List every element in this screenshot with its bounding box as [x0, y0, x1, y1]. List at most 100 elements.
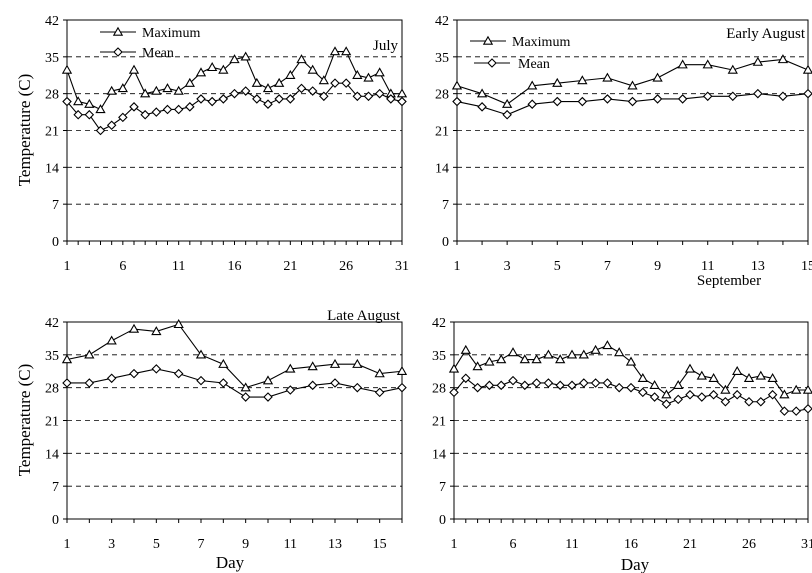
panel-title: September — [697, 273, 761, 289]
data-point-maximum — [162, 83, 173, 93]
y-tick-label: 7 — [439, 480, 446, 495]
data-point-maximum — [251, 77, 262, 87]
y-tick-label: 35 — [435, 51, 449, 66]
data-point-mean — [673, 394, 683, 405]
data-point-maximum — [802, 64, 812, 74]
data-point-maximum — [396, 365, 408, 375]
data-point-maximum — [661, 389, 672, 399]
data-point-mean — [531, 378, 542, 388]
y-tick-label: 28 — [45, 88, 59, 103]
data-point-maximum — [173, 85, 184, 95]
data-point-mean — [218, 94, 229, 104]
data-point-mean — [151, 107, 162, 117]
data-point-mean — [240, 392, 251, 402]
x-tick-label: 6 — [510, 537, 517, 552]
x-tick-label: 16 — [624, 537, 638, 552]
data-point-maximum — [460, 344, 471, 354]
x-tick-label: 11 — [565, 537, 578, 552]
data-point-mean — [397, 96, 407, 107]
data-point-mean — [543, 378, 554, 388]
x-tick-label: 21 — [283, 259, 297, 274]
y-tick-label: 7 — [52, 480, 59, 495]
data-point-mean — [779, 406, 790, 416]
data-point-mean — [685, 389, 695, 400]
data-point-maximum — [501, 98, 513, 108]
x-tick-label: 11 — [284, 537, 297, 552]
data-point-maximum — [590, 344, 601, 354]
x-tick-label: 26 — [742, 537, 756, 552]
data-point-maximum — [285, 363, 296, 373]
data-point-maximum — [128, 64, 140, 74]
y-tick-label: 14 — [45, 447, 59, 462]
legend-label-maximum: Maximum — [512, 35, 570, 50]
y-tick-label: 21 — [435, 125, 449, 140]
x-tick-label: 15 — [373, 537, 387, 552]
data-point-mean — [449, 387, 459, 398]
x-tick-label: 1 — [64, 259, 71, 274]
legend: Maximum Mean — [100, 26, 200, 61]
data-point-maximum — [61, 354, 73, 364]
data-point-mean — [756, 396, 766, 407]
data-point-maximum — [625, 356, 637, 366]
data-point-mean — [229, 88, 240, 99]
data-point-mean — [62, 96, 72, 107]
data-point-maximum — [352, 358, 363, 368]
x-tick-label: 9 — [654, 259, 661, 274]
data-point-maximum — [752, 56, 764, 66]
y-tick-label: 42 — [435, 14, 449, 29]
data-point-mean — [84, 378, 95, 388]
data-point-maximum — [484, 356, 495, 366]
data-point-maximum — [61, 64, 73, 74]
data-point-maximum — [173, 319, 184, 329]
x-tick-label: 3 — [504, 259, 511, 274]
data-point-maximum — [106, 85, 117, 95]
data-point-mean — [728, 91, 738, 102]
data-point-mean — [614, 382, 624, 393]
data-point-maximum — [451, 80, 463, 90]
x-tick-label: 13 — [328, 537, 342, 552]
x-tick-label: 31 — [395, 259, 409, 274]
data-point-mean — [151, 364, 162, 374]
data-point-maximum — [496, 354, 507, 364]
panel-title: July — [373, 38, 399, 54]
data-point-mean — [95, 125, 106, 136]
data-point-maximum — [95, 104, 106, 114]
data-point-mean — [263, 392, 273, 402]
data-point-mean — [330, 78, 340, 88]
data-point-mean — [697, 392, 707, 402]
data-point-maximum — [627, 80, 638, 90]
data-point-mean — [374, 88, 385, 99]
data-point-mean — [374, 387, 385, 398]
data-point-mean — [352, 91, 363, 102]
data-point-mean — [555, 380, 565, 391]
data-point-maximum — [755, 370, 766, 380]
data-point-maximum — [229, 54, 240, 64]
y-tick-label: 21 — [45, 125, 59, 140]
y-tick-label: 7 — [52, 198, 59, 213]
data-point-mean — [285, 385, 296, 395]
data-point-mean — [84, 109, 95, 120]
y-tick-label: 0 — [442, 235, 449, 250]
y-tick-label: 42 — [432, 316, 446, 331]
data-point-mean — [341, 78, 351, 88]
data-point-mean — [307, 380, 318, 391]
data-point-maximum — [566, 349, 578, 359]
data-point-maximum — [184, 77, 195, 87]
data-point-mean — [397, 382, 407, 393]
data-point-maximum — [552, 77, 563, 87]
y-tick-label: 35 — [45, 349, 59, 364]
y-tick-label: 0 — [52, 235, 59, 250]
data-point-maximum — [218, 64, 229, 74]
series-line-maximum — [66, 323, 403, 389]
data-point-mean — [62, 378, 72, 388]
data-point-maximum — [195, 349, 207, 359]
y-tick-label: 28 — [45, 382, 59, 397]
data-point-maximum — [140, 88, 151, 98]
data-point-maximum — [240, 51, 251, 61]
x-tick-label: 1 — [451, 537, 458, 552]
panel-title: Early August — [726, 26, 806, 42]
data-point-mean — [252, 94, 262, 104]
data-point-maximum — [128, 323, 140, 333]
